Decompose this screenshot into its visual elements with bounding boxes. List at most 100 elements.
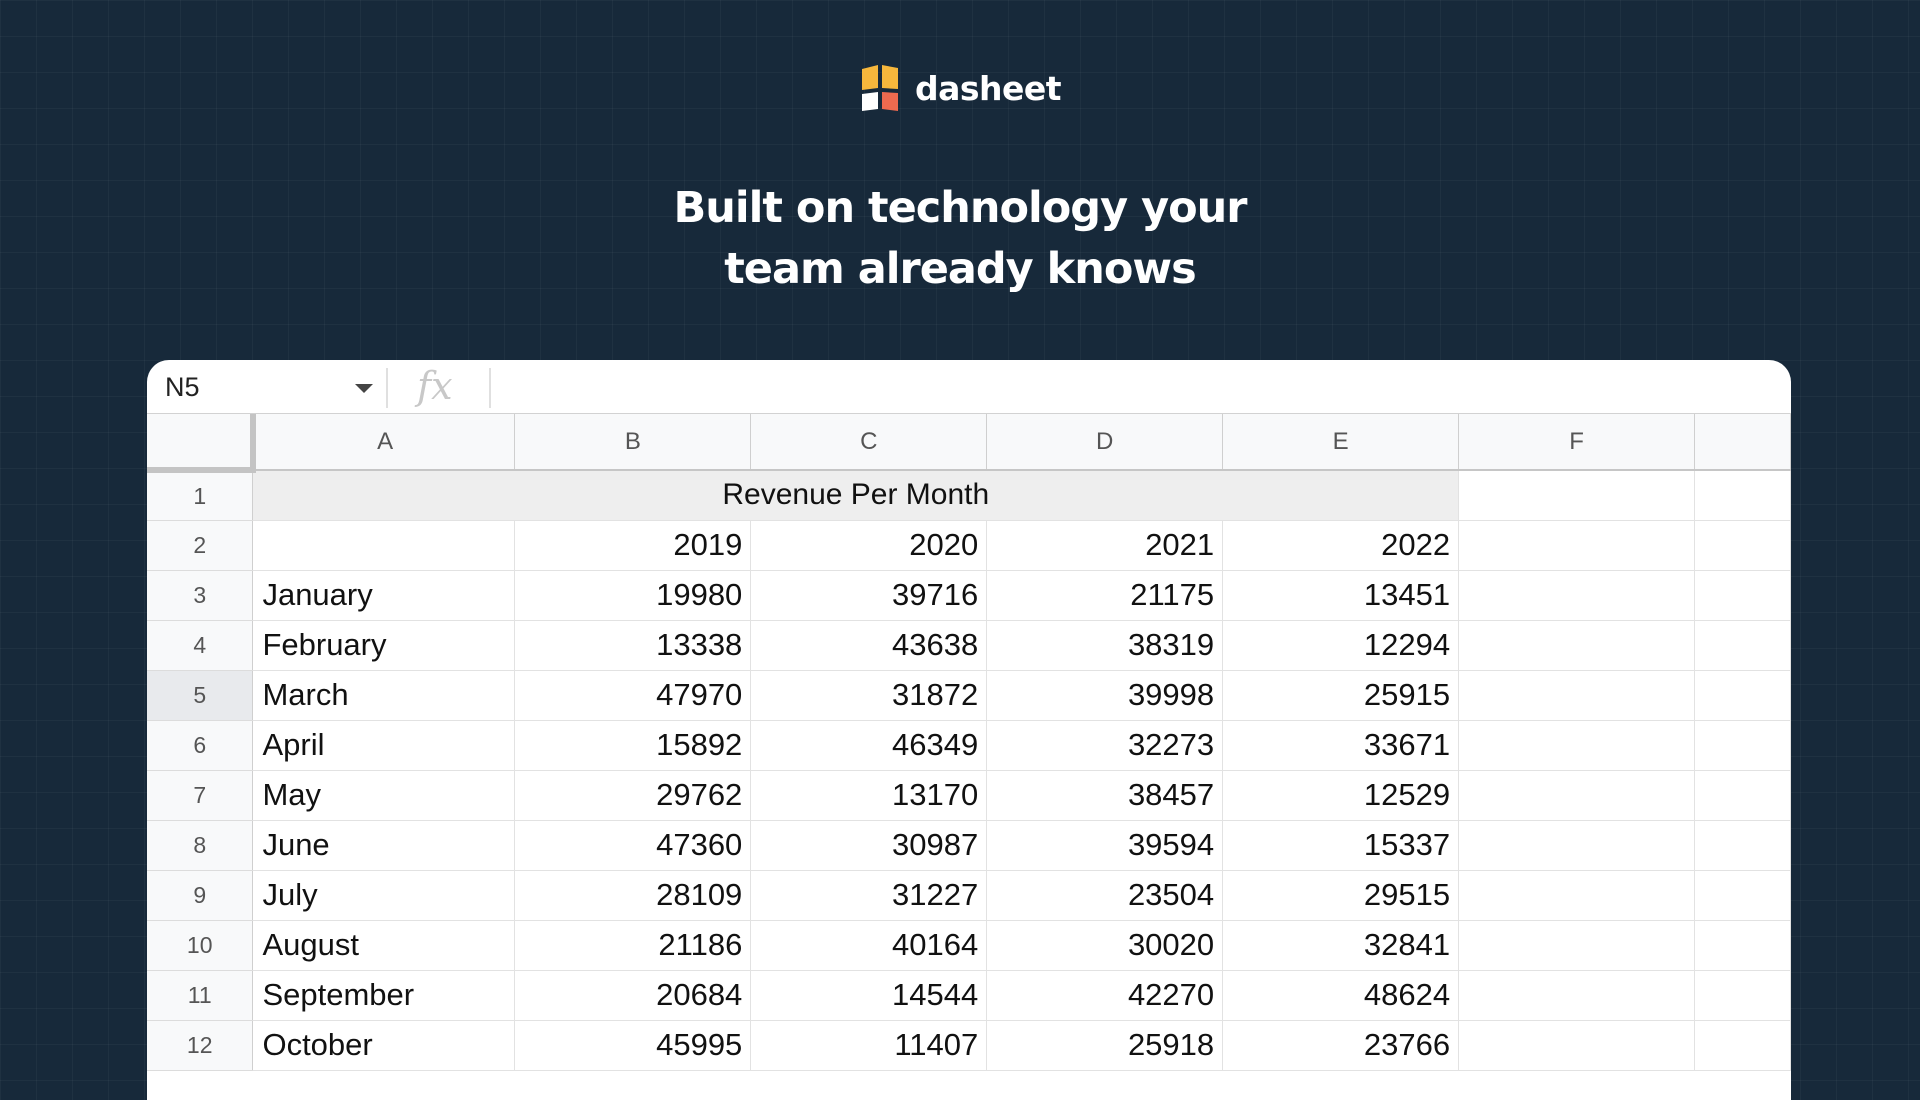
value-cell[interactable]: 19980 — [514, 570, 752, 621]
column-header-b[interactable]: B — [514, 414, 752, 471]
value-cell[interactable]: 45995 — [514, 1020, 752, 1071]
cell[interactable] — [1458, 920, 1695, 971]
value-cell[interactable]: 15892 — [514, 720, 752, 771]
cell[interactable] — [1458, 970, 1695, 1021]
cell[interactable] — [1458, 570, 1695, 621]
value-cell[interactable]: 38457 — [986, 770, 1224, 821]
value-cell[interactable]: 21186 — [514, 920, 752, 971]
cell[interactable] — [252, 520, 516, 571]
value-cell[interactable]: 13170 — [750, 770, 988, 821]
cell[interactable] — [1458, 1020, 1695, 1071]
row-header[interactable]: 6 — [147, 720, 254, 771]
value-cell[interactable]: 39716 — [750, 570, 988, 621]
column-header-g[interactable] — [1694, 414, 1791, 471]
value-cell[interactable]: 15337 — [1222, 820, 1460, 871]
value-cell[interactable]: 47360 — [514, 820, 752, 871]
year-header-cell[interactable]: 2019 — [514, 520, 752, 571]
row-header[interactable]: 8 — [147, 820, 254, 871]
cell[interactable] — [1458, 770, 1695, 821]
cell[interactable] — [1694, 670, 1791, 721]
month-cell[interactable]: August — [252, 920, 516, 971]
value-cell[interactable]: 30987 — [750, 820, 988, 871]
cell[interactable] — [1694, 470, 1791, 521]
cell[interactable] — [1458, 720, 1695, 771]
cell[interactable] — [1694, 820, 1791, 871]
cell[interactable] — [1694, 570, 1791, 621]
row-header[interactable]: 3 — [147, 570, 254, 621]
cell[interactable] — [1458, 520, 1695, 571]
value-cell[interactable]: 40164 — [750, 920, 988, 971]
column-header-e[interactable]: E — [1222, 414, 1460, 471]
formula-input[interactable] — [497, 368, 1781, 408]
year-header-cell[interactable]: 2022 — [1222, 520, 1460, 571]
cell[interactable] — [1694, 720, 1791, 771]
value-cell[interactable]: 25915 — [1222, 670, 1460, 721]
column-header-a[interactable]: A — [252, 414, 516, 471]
value-cell[interactable]: 43638 — [750, 620, 988, 671]
row-header[interactable]: 7 — [147, 770, 254, 821]
cell[interactable] — [1694, 870, 1791, 921]
cell[interactable] — [1694, 770, 1791, 821]
value-cell[interactable]: 29762 — [514, 770, 752, 821]
value-cell[interactable]: 23504 — [986, 870, 1224, 921]
cell[interactable] — [1694, 970, 1791, 1021]
value-cell[interactable]: 13451 — [1222, 570, 1460, 621]
value-cell[interactable]: 11407 — [750, 1020, 988, 1071]
value-cell[interactable]: 23766 — [1222, 1020, 1460, 1071]
name-box-dropdown-icon[interactable] — [355, 384, 373, 393]
year-header-cell[interactable]: 2021 — [986, 520, 1224, 571]
value-cell[interactable]: 14544 — [750, 970, 988, 1021]
cell[interactable] — [1694, 620, 1791, 671]
cell[interactable] — [1694, 1020, 1791, 1071]
month-cell[interactable]: October — [252, 1020, 516, 1071]
month-cell[interactable]: June — [252, 820, 516, 871]
merged-title-cell[interactable]: Revenue Per Month — [252, 470, 1460, 521]
value-cell[interactable]: 31227 — [750, 870, 988, 921]
month-cell[interactable]: July — [252, 870, 516, 921]
cell[interactable] — [1458, 470, 1695, 521]
cell[interactable] — [1458, 870, 1695, 921]
column-header-f[interactable]: F — [1458, 414, 1695, 471]
cell[interactable] — [1458, 820, 1695, 871]
cell[interactable] — [1694, 520, 1791, 571]
value-cell[interactable]: 25918 — [986, 1020, 1224, 1071]
value-cell[interactable]: 32273 — [986, 720, 1224, 771]
row-header[interactable]: 2 — [147, 520, 254, 571]
cell[interactable] — [1458, 670, 1695, 721]
column-header-c[interactable]: C — [750, 414, 988, 471]
value-cell[interactable]: 42270 — [986, 970, 1224, 1021]
month-cell[interactable]: April — [252, 720, 516, 771]
month-cell[interactable]: March — [252, 670, 516, 721]
row-header-selected[interactable]: 5 — [147, 670, 254, 721]
month-cell[interactable]: February — [252, 620, 516, 671]
row-header[interactable]: 4 — [147, 620, 254, 671]
value-cell[interactable]: 48624 — [1222, 970, 1460, 1021]
name-box[interactable]: N5 — [165, 372, 200, 402]
value-cell[interactable]: 38319 — [986, 620, 1224, 671]
value-cell[interactable]: 30020 — [986, 920, 1224, 971]
select-all-corner[interactable] — [147, 414, 256, 473]
row-header[interactable]: 10 — [147, 920, 254, 971]
value-cell[interactable]: 39998 — [986, 670, 1224, 721]
cell[interactable] — [1458, 620, 1695, 671]
value-cell[interactable]: 31872 — [750, 670, 988, 721]
row-header[interactable]: 1 — [147, 470, 254, 521]
month-cell[interactable]: January — [252, 570, 516, 621]
value-cell[interactable]: 12294 — [1222, 620, 1460, 671]
value-cell[interactable]: 29515 — [1222, 870, 1460, 921]
value-cell[interactable]: 12529 — [1222, 770, 1460, 821]
column-header-d[interactable]: D — [986, 414, 1224, 471]
month-cell[interactable]: May — [252, 770, 516, 821]
cell[interactable] — [1694, 920, 1791, 971]
value-cell[interactable]: 20684 — [514, 970, 752, 1021]
value-cell[interactable]: 13338 — [514, 620, 752, 671]
row-header[interactable]: 12 — [147, 1020, 254, 1071]
value-cell[interactable]: 33671 — [1222, 720, 1460, 771]
value-cell[interactable]: 28109 — [514, 870, 752, 921]
value-cell[interactable]: 21175 — [986, 570, 1224, 621]
value-cell[interactable]: 47970 — [514, 670, 752, 721]
row-header[interactable]: 11 — [147, 970, 254, 1021]
value-cell[interactable]: 39594 — [986, 820, 1224, 871]
row-header[interactable]: 9 — [147, 870, 254, 921]
month-cell[interactable]: September — [252, 970, 516, 1021]
